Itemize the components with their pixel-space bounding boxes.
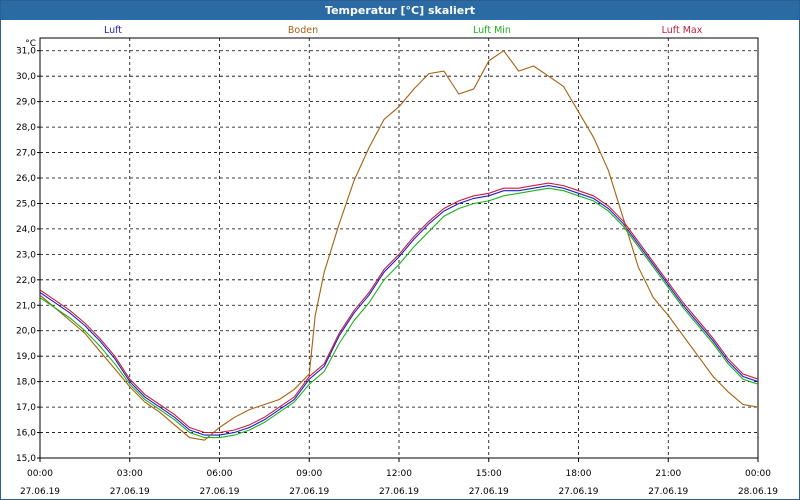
- legend-entry-luft-max: Luft Max: [662, 25, 703, 36]
- x-tick-time-label: 03:00: [117, 469, 143, 479]
- series-line-boden: [40, 49, 758, 441]
- x-tick-date-label: 27.06.19: [558, 487, 598, 497]
- x-tick-date-label: 27.06.19: [20, 487, 60, 497]
- y-tick-label: 24,0: [16, 225, 36, 235]
- y-tick-label: 22,0: [16, 276, 36, 286]
- y-tick-label: 30,0: [16, 72, 36, 82]
- y-tick-label: 29,0: [16, 98, 36, 108]
- grid-layer: [40, 38, 758, 458]
- chart-title: Temperatur [°C] skaliert: [1, 1, 799, 20]
- legend-entry-boden: Boden: [288, 25, 318, 36]
- x-tick-time-label: 15:00: [476, 469, 502, 479]
- series-line-luft-min: [40, 187, 758, 439]
- y-tick-label: 23,0: [16, 250, 36, 260]
- y-tick-label: 26,0: [16, 174, 36, 184]
- y-tick-label: 21,0: [16, 301, 36, 311]
- legend-entry-luft-min: Luft Min: [473, 25, 511, 36]
- x-tick-time-label: 06:00: [207, 469, 233, 479]
- y-tick-label: 27,0: [16, 149, 36, 159]
- y-tick-label: 17,0: [16, 403, 36, 413]
- series-line-luft: [40, 185, 758, 436]
- x-tick-time-label: 21:00: [655, 469, 681, 479]
- x-tick-time-label: 18:00: [566, 469, 592, 479]
- axes-layer: 15,0 16,0 17,0 18,0 19,0 20,0 21,0 22,0 23,0 24,0…: [16, 37, 778, 497]
- legend-entry-luft: Luft: [104, 25, 122, 36]
- x-tick-date-label: 27.06.19: [289, 487, 329, 497]
- y-tick-label: 16,0: [16, 429, 36, 439]
- x-tick-time-label: 12:00: [386, 469, 412, 479]
- x-tick-date-label: 27.06.19: [110, 487, 150, 497]
- x-tick-date-label: 27.06.19: [379, 487, 419, 497]
- series-layer: [40, 49, 758, 441]
- x-tick-date-label: 28.06.19: [738, 487, 778, 497]
- y-tick-label: 15,0: [16, 454, 36, 464]
- y-tick-label: 25,0: [16, 199, 36, 209]
- y-tick-label: 28,0: [16, 123, 36, 133]
- y-tick-label: 18,0: [16, 378, 36, 388]
- x-tick-date-label: 27.06.19: [199, 487, 239, 497]
- y-tick-label: 31,0: [16, 47, 36, 57]
- x-tick-time-label: 00:00: [745, 469, 771, 479]
- x-tick-time-label: 00:00: [27, 469, 53, 479]
- legend-layer: Luft Boden Luft Min Luft Max: [104, 25, 703, 36]
- series-line-luft-max: [40, 182, 758, 434]
- y-tick-label: 20,0: [16, 327, 36, 337]
- x-tick-time-label: 09:00: [296, 469, 322, 479]
- x-tick-date-label: 27.06.19: [648, 487, 688, 497]
- y-tick-label: 19,0: [16, 352, 36, 362]
- x-tick-date-label: 27.06.19: [469, 487, 509, 497]
- y-axis-label: °C: [25, 39, 36, 49]
